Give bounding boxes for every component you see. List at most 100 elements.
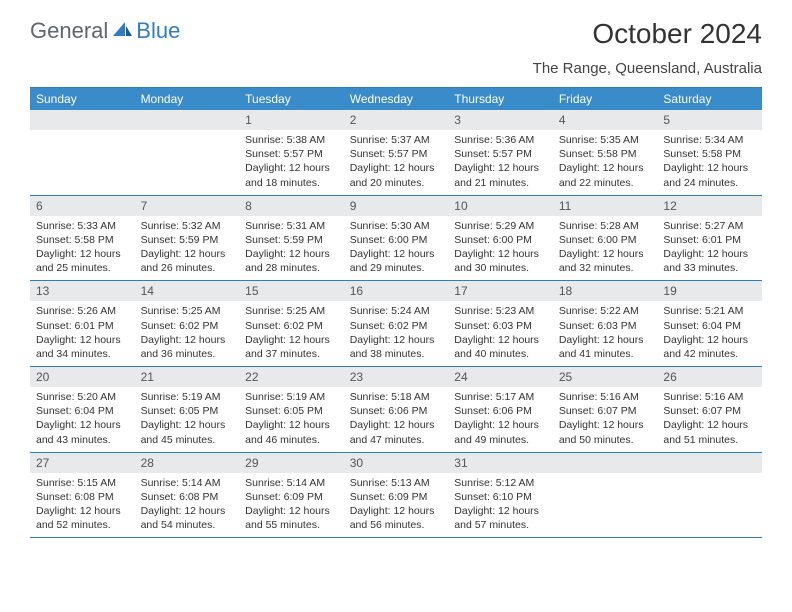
day-number: 9: [344, 196, 449, 216]
day-number: 30: [344, 453, 449, 473]
day-cell: 14Sunrise: 5:25 AMSunset: 6:02 PMDayligh…: [135, 281, 240, 366]
day-cell: 17Sunrise: 5:23 AMSunset: 6:03 PMDayligh…: [448, 281, 553, 366]
day-cell: 16Sunrise: 5:24 AMSunset: 6:02 PMDayligh…: [344, 281, 449, 366]
day-number: 28: [135, 453, 240, 473]
day-number: 23: [344, 367, 449, 387]
day-cell: 3Sunrise: 5:36 AMSunset: 5:57 PMDaylight…: [448, 110, 553, 195]
day-details: Sunrise: 5:17 AMSunset: 6:06 PMDaylight:…: [448, 387, 553, 452]
day-number: 12: [657, 196, 762, 216]
day-cell: 24Sunrise: 5:17 AMSunset: 6:06 PMDayligh…: [448, 367, 553, 452]
day-cell: [135, 110, 240, 195]
day-cell: 26Sunrise: 5:16 AMSunset: 6:07 PMDayligh…: [657, 367, 762, 452]
day-details: Sunrise: 5:16 AMSunset: 6:07 PMDaylight:…: [657, 387, 762, 452]
day-details: Sunrise: 5:38 AMSunset: 5:57 PMDaylight:…: [239, 130, 344, 195]
day-cell: 23Sunrise: 5:18 AMSunset: 6:06 PMDayligh…: [344, 367, 449, 452]
day-details: Sunrise: 5:12 AMSunset: 6:10 PMDaylight:…: [448, 473, 553, 538]
day-cell: 8Sunrise: 5:31 AMSunset: 5:59 PMDaylight…: [239, 196, 344, 281]
day-header: Monday: [135, 88, 240, 110]
day-header: Sunday: [30, 88, 135, 110]
day-number: [135, 110, 240, 130]
day-number: 7: [135, 196, 240, 216]
day-details: Sunrise: 5:37 AMSunset: 5:57 PMDaylight:…: [344, 130, 449, 195]
day-cell: 5Sunrise: 5:34 AMSunset: 5:58 PMDaylight…: [657, 110, 762, 195]
day-details: Sunrise: 5:19 AMSunset: 6:05 PMDaylight:…: [135, 387, 240, 452]
day-number: 18: [553, 281, 658, 301]
day-details: Sunrise: 5:30 AMSunset: 6:00 PMDaylight:…: [344, 216, 449, 281]
logo-text-blue: Blue: [136, 18, 180, 44]
day-number: 29: [239, 453, 344, 473]
day-cell: 28Sunrise: 5:14 AMSunset: 6:08 PMDayligh…: [135, 453, 240, 538]
day-number: 1: [239, 110, 344, 130]
day-cell: 29Sunrise: 5:14 AMSunset: 6:09 PMDayligh…: [239, 453, 344, 538]
day-number: 8: [239, 196, 344, 216]
day-cell: 7Sunrise: 5:32 AMSunset: 5:59 PMDaylight…: [135, 196, 240, 281]
day-number: 6: [30, 196, 135, 216]
day-cell: [657, 453, 762, 538]
day-cell: 25Sunrise: 5:16 AMSunset: 6:07 PMDayligh…: [553, 367, 658, 452]
day-number: 3: [448, 110, 553, 130]
day-details: Sunrise: 5:15 AMSunset: 6:08 PMDaylight:…: [30, 473, 135, 538]
day-number: 2: [344, 110, 449, 130]
day-details: Sunrise: 5:25 AMSunset: 6:02 PMDaylight:…: [135, 301, 240, 366]
day-cell: 11Sunrise: 5:28 AMSunset: 6:00 PMDayligh…: [553, 196, 658, 281]
day-number: 22: [239, 367, 344, 387]
month-title: October 2024: [533, 18, 762, 50]
day-details: Sunrise: 5:20 AMSunset: 6:04 PMDaylight:…: [30, 387, 135, 452]
day-number: 14: [135, 281, 240, 301]
day-details: Sunrise: 5:13 AMSunset: 6:09 PMDaylight:…: [344, 473, 449, 538]
day-cell: 18Sunrise: 5:22 AMSunset: 6:03 PMDayligh…: [553, 281, 658, 366]
day-details: Sunrise: 5:19 AMSunset: 6:05 PMDaylight:…: [239, 387, 344, 452]
day-details: Sunrise: 5:26 AMSunset: 6:01 PMDaylight:…: [30, 301, 135, 366]
day-cell: 20Sunrise: 5:20 AMSunset: 6:04 PMDayligh…: [30, 367, 135, 452]
day-number: 10: [448, 196, 553, 216]
day-number: [553, 453, 658, 473]
day-details: Sunrise: 5:36 AMSunset: 5:57 PMDaylight:…: [448, 130, 553, 195]
day-details: Sunrise: 5:35 AMSunset: 5:58 PMDaylight:…: [553, 130, 658, 195]
day-number: 27: [30, 453, 135, 473]
week-row: 1Sunrise: 5:38 AMSunset: 5:57 PMDaylight…: [30, 110, 762, 196]
day-details: Sunrise: 5:27 AMSunset: 6:01 PMDaylight:…: [657, 216, 762, 281]
day-cell: [553, 453, 658, 538]
day-number: [657, 453, 762, 473]
day-number: 26: [657, 367, 762, 387]
day-cell: 19Sunrise: 5:21 AMSunset: 6:04 PMDayligh…: [657, 281, 762, 366]
location-text: The Range, Queensland, Australia: [533, 60, 762, 77]
day-number: 19: [657, 281, 762, 301]
day-details: Sunrise: 5:32 AMSunset: 5:59 PMDaylight:…: [135, 216, 240, 281]
day-details: Sunrise: 5:31 AMSunset: 5:59 PMDaylight:…: [239, 216, 344, 281]
day-cell: 27Sunrise: 5:15 AMSunset: 6:08 PMDayligh…: [30, 453, 135, 538]
week-row: 6Sunrise: 5:33 AMSunset: 5:58 PMDaylight…: [30, 196, 762, 282]
day-cell: 6Sunrise: 5:33 AMSunset: 5:58 PMDaylight…: [30, 196, 135, 281]
day-details: Sunrise: 5:23 AMSunset: 6:03 PMDaylight:…: [448, 301, 553, 366]
logo-text-general: General: [30, 18, 108, 44]
day-cell: 31Sunrise: 5:12 AMSunset: 6:10 PMDayligh…: [448, 453, 553, 538]
day-cell: 9Sunrise: 5:30 AMSunset: 6:00 PMDaylight…: [344, 196, 449, 281]
day-cell: 30Sunrise: 5:13 AMSunset: 6:09 PMDayligh…: [344, 453, 449, 538]
logo-sail-icon: [112, 18, 134, 44]
day-cell: 10Sunrise: 5:29 AMSunset: 6:00 PMDayligh…: [448, 196, 553, 281]
week-row: 27Sunrise: 5:15 AMSunset: 6:08 PMDayligh…: [30, 453, 762, 539]
day-cell: [30, 110, 135, 195]
day-header: Friday: [553, 88, 658, 110]
day-number: [30, 110, 135, 130]
day-number: 21: [135, 367, 240, 387]
day-cell: 21Sunrise: 5:19 AMSunset: 6:05 PMDayligh…: [135, 367, 240, 452]
day-number: 31: [448, 453, 553, 473]
day-cell: 2Sunrise: 5:37 AMSunset: 5:57 PMDaylight…: [344, 110, 449, 195]
day-cell: 12Sunrise: 5:27 AMSunset: 6:01 PMDayligh…: [657, 196, 762, 281]
day-headers-row: SundayMondayTuesdayWednesdayThursdayFrid…: [30, 88, 762, 110]
day-number: 4: [553, 110, 658, 130]
day-details: Sunrise: 5:22 AMSunset: 6:03 PMDaylight:…: [553, 301, 658, 366]
day-details: Sunrise: 5:21 AMSunset: 6:04 PMDaylight:…: [657, 301, 762, 366]
day-details: Sunrise: 5:14 AMSunset: 6:08 PMDaylight:…: [135, 473, 240, 538]
day-number: 25: [553, 367, 658, 387]
day-details: Sunrise: 5:24 AMSunset: 6:02 PMDaylight:…: [344, 301, 449, 366]
day-details: Sunrise: 5:25 AMSunset: 6:02 PMDaylight:…: [239, 301, 344, 366]
day-details: Sunrise: 5:14 AMSunset: 6:09 PMDaylight:…: [239, 473, 344, 538]
day-header: Saturday: [657, 88, 762, 110]
day-number: 11: [553, 196, 658, 216]
day-number: 15: [239, 281, 344, 301]
day-details: Sunrise: 5:18 AMSunset: 6:06 PMDaylight:…: [344, 387, 449, 452]
week-row: 20Sunrise: 5:20 AMSunset: 6:04 PMDayligh…: [30, 367, 762, 453]
day-number: 17: [448, 281, 553, 301]
